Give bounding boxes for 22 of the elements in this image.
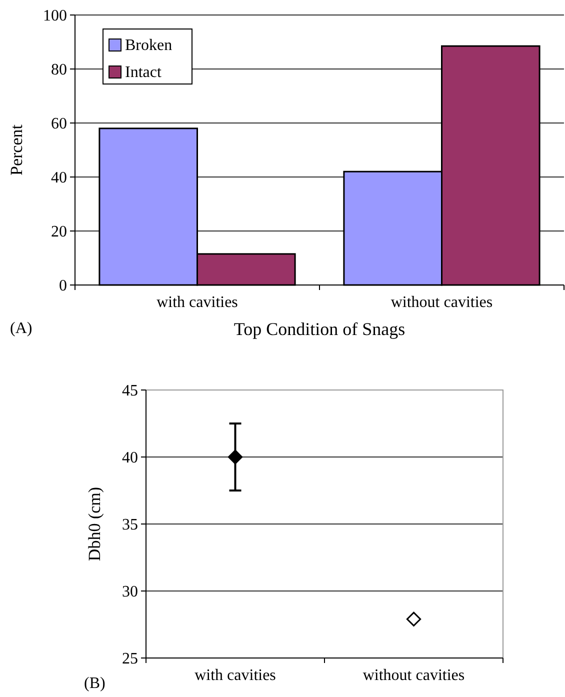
legend-label: Broken bbox=[125, 37, 172, 54]
y-axis-title: Dbh0 (cm) bbox=[85, 486, 104, 562]
x-tick-label: with cavities bbox=[156, 294, 238, 311]
x-tick-label: without cavities bbox=[390, 294, 493, 311]
y-tick-label: 40 bbox=[51, 170, 67, 187]
x-tick-label: with cavities bbox=[194, 667, 276, 684]
y-tick-label: 40 bbox=[122, 450, 138, 467]
y-axis-title: Percent bbox=[7, 124, 26, 176]
y-tick-label: 25 bbox=[122, 650, 138, 668]
x-tick-label: without cavities bbox=[362, 667, 465, 684]
y-tick-label: 100 bbox=[43, 8, 67, 25]
y-tick-label: 80 bbox=[51, 62, 67, 79]
legend-label: Intact bbox=[125, 64, 162, 81]
y-tick-label: 20 bbox=[51, 224, 67, 241]
text: (A) bbox=[10, 320, 32, 337]
text: (B) bbox=[84, 675, 106, 692]
y-tick-label: 0 bbox=[59, 278, 67, 295]
y-tick-label: 45 bbox=[122, 382, 138, 400]
y-tick-label: 30 bbox=[122, 584, 138, 601]
y-tick-label: 35 bbox=[122, 516, 138, 534]
y-tick-label: 60 bbox=[51, 116, 67, 133]
x-axis-title: Top Condition of Snags bbox=[234, 319, 406, 339]
